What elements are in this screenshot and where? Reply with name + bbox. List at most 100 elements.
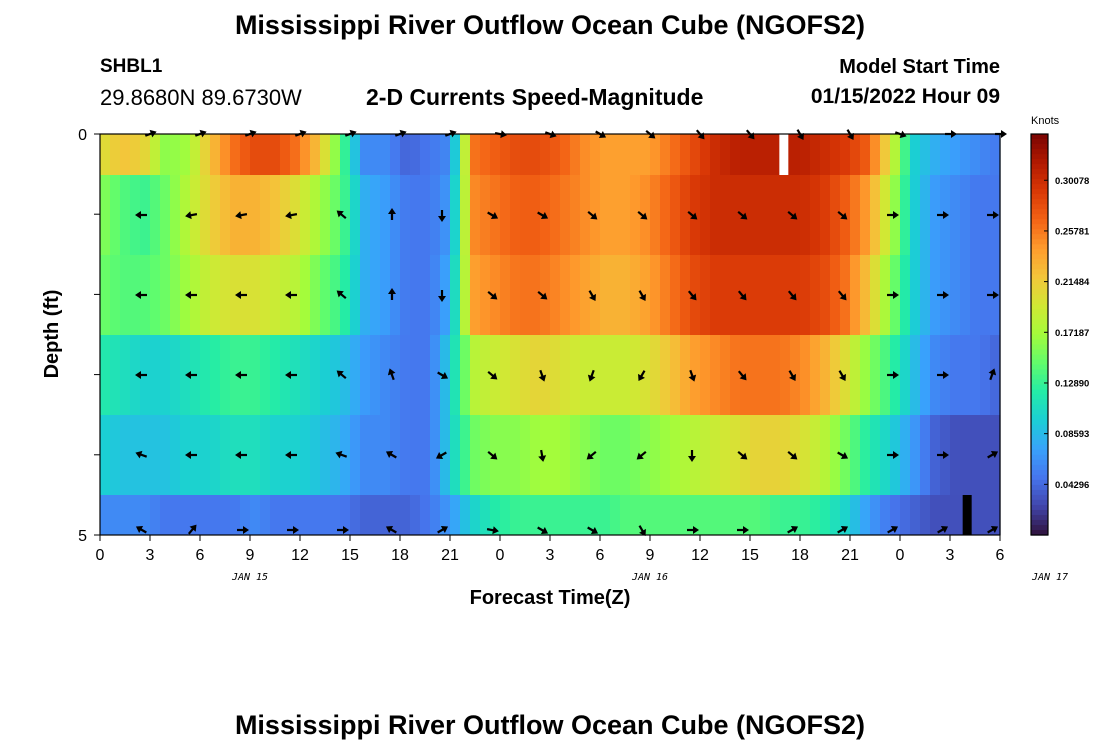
heatmap-cell xyxy=(100,495,111,535)
heatmap-cell xyxy=(110,335,121,415)
x-tick-label: 21 xyxy=(841,547,859,564)
colorbar-frame xyxy=(1030,133,1049,536)
heatmap-cell xyxy=(510,175,521,255)
heatmap-cell xyxy=(690,415,701,495)
colorbar-segment xyxy=(1031,429,1048,436)
direction-arrow xyxy=(185,451,197,459)
heatmap-cell xyxy=(620,134,631,175)
heatmap-cell xyxy=(430,175,441,255)
heatmap-cell xyxy=(340,175,351,255)
heatmap-cell xyxy=(200,335,211,415)
heatmap-cell xyxy=(680,134,691,175)
heatmap-cell xyxy=(120,495,131,535)
direction-arrow xyxy=(887,211,899,219)
heatmap-cell xyxy=(360,335,371,415)
heatmap-cell xyxy=(830,495,841,535)
heatmap-cell xyxy=(510,134,521,175)
colorbar-segment xyxy=(1031,334,1048,341)
direction-arrow xyxy=(636,450,647,460)
heatmap-cell xyxy=(940,495,951,535)
heatmap-cell xyxy=(380,175,391,255)
station-id: SHBL1 xyxy=(100,56,163,77)
direction-arrow xyxy=(538,369,547,382)
heatmap-cell xyxy=(800,335,811,415)
colorbar-segment xyxy=(1031,369,1048,376)
heatmap-cell xyxy=(770,255,781,335)
colorbar-segment xyxy=(1031,454,1048,461)
heatmap-cell xyxy=(510,255,521,335)
heatmap-cell xyxy=(470,495,481,535)
direction-arrow xyxy=(337,526,349,534)
heatmap-cell xyxy=(590,134,601,175)
heatmap-cell xyxy=(650,134,661,175)
heatmap-cell xyxy=(320,175,331,255)
heatmap-cell xyxy=(690,495,701,535)
heatmap-cell xyxy=(310,335,321,415)
heatmap-cell xyxy=(700,134,711,175)
date-labels: JAN 15 JAN 16 JAN 17 xyxy=(231,572,1068,583)
direction-arrow xyxy=(687,526,699,534)
heatmap-cell xyxy=(710,175,721,255)
heatmap-cell xyxy=(660,495,671,535)
missing-data-marks xyxy=(779,134,972,535)
colorbar-segment xyxy=(1031,279,1048,285)
heatmap-cell xyxy=(950,134,961,175)
y-tick-label: 5 xyxy=(78,528,87,545)
colorbar-tick-label: 0.04296 xyxy=(1055,480,1089,491)
direction-arrow xyxy=(645,129,656,139)
heatmap-cell xyxy=(330,335,341,415)
heatmap-cell xyxy=(700,335,711,415)
heatmap-cell xyxy=(730,175,741,255)
heatmap-cell xyxy=(530,134,541,175)
colorbar-tick-label: 0.21484 xyxy=(1055,277,1090,288)
colorbar-unit: Knots xyxy=(1031,115,1060,127)
heatmap-cell xyxy=(660,415,671,495)
heatmap-cell xyxy=(360,415,371,495)
heatmap-cell xyxy=(480,175,491,255)
heatmap-cell xyxy=(920,134,931,175)
heatmap-cell xyxy=(770,134,781,175)
heatmap-cell xyxy=(500,255,511,335)
colorbar-segment xyxy=(1031,309,1048,316)
heatmap-cell xyxy=(110,175,121,255)
heatmap-cell xyxy=(620,495,631,535)
heatmap-cell xyxy=(650,335,661,415)
heatmap-cell xyxy=(770,415,781,495)
heatmap-cell xyxy=(960,335,971,415)
heatmap-cell xyxy=(170,335,181,415)
heatmap-cell xyxy=(250,255,261,335)
heatmap-cell xyxy=(610,495,621,535)
direction-arrow xyxy=(336,370,347,380)
heatmap-cell xyxy=(430,335,441,415)
heatmap-cell xyxy=(510,335,521,415)
heatmap-cell xyxy=(860,335,871,415)
heatmap-cell xyxy=(700,415,711,495)
heatmap-cell xyxy=(780,175,791,255)
direction-arrow xyxy=(987,451,999,459)
heatmap-cell xyxy=(500,335,511,415)
colorbar-segment xyxy=(1031,484,1048,491)
heatmap-cell xyxy=(850,335,861,415)
heatmap-cell xyxy=(270,255,281,335)
heatmap-cell xyxy=(550,175,561,255)
colorbar-segment xyxy=(1031,234,1048,240)
heatmap-cell xyxy=(750,175,761,255)
direction-arrow xyxy=(285,371,297,379)
heatmap-cell xyxy=(420,415,431,495)
heatmap-cell xyxy=(810,335,821,415)
direction-arrow xyxy=(796,129,804,141)
heatmap-cell xyxy=(750,134,761,175)
colorbar-segment xyxy=(1031,214,1048,220)
heatmap-cell xyxy=(550,335,561,415)
heatmap-cell xyxy=(580,175,591,255)
heatmap-cell xyxy=(750,415,761,495)
heatmap-cell xyxy=(170,495,181,535)
heatmap-cell xyxy=(980,415,991,495)
x-tick-label: 12 xyxy=(691,547,709,564)
heatmap-cell xyxy=(300,255,311,335)
colorbar-segment xyxy=(1031,464,1048,471)
colorbar-tick-label: 0.08593 xyxy=(1055,429,1089,440)
heatmap-cell xyxy=(430,495,441,535)
heatmap-cell xyxy=(420,134,431,175)
heatmap-cell xyxy=(970,255,981,335)
